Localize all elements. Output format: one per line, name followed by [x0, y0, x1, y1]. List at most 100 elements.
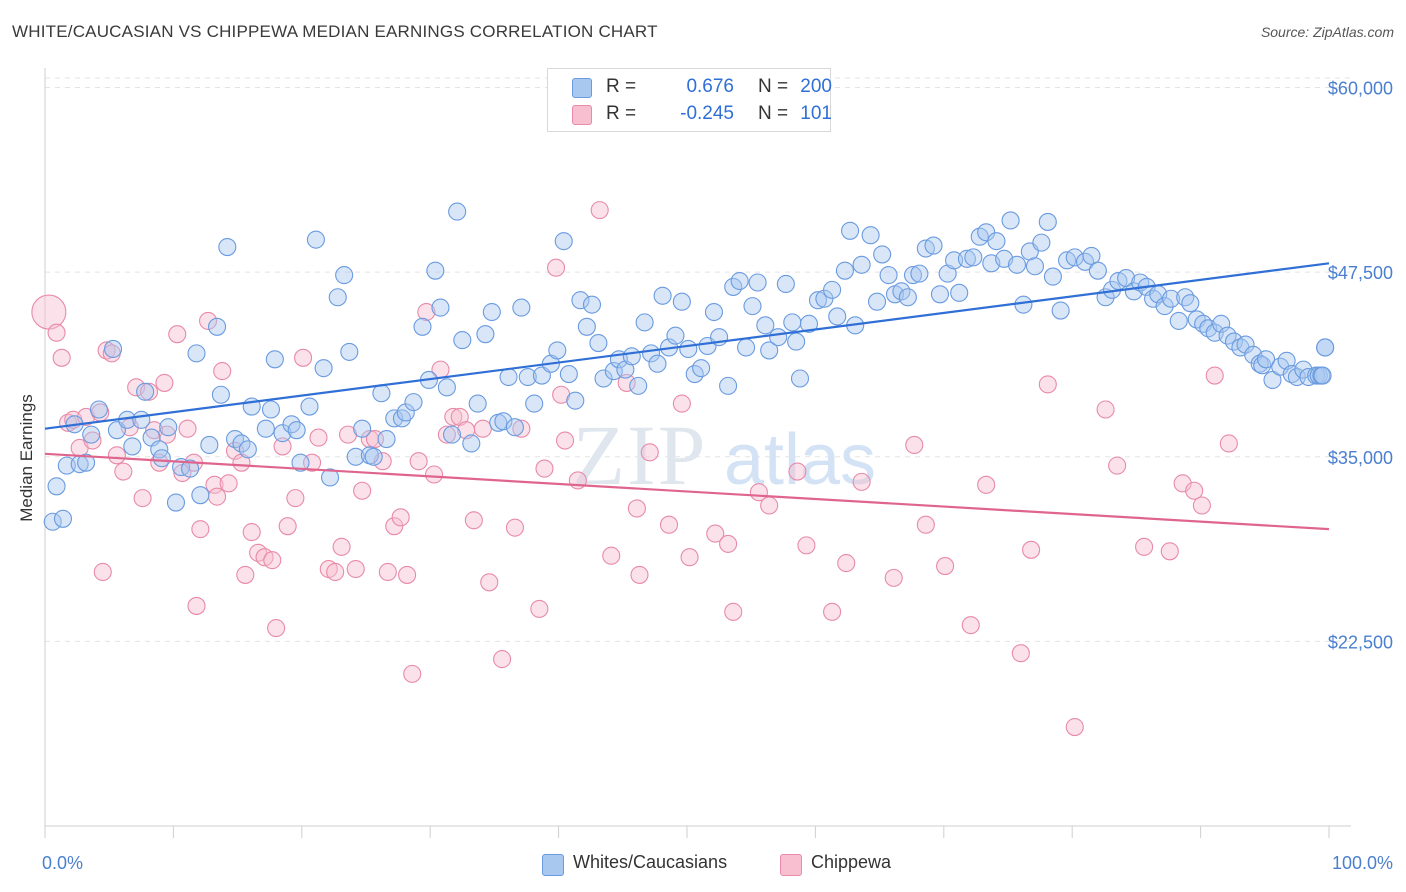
data-point	[287, 421, 306, 440]
data-point	[1176, 288, 1195, 307]
data-point	[828, 307, 847, 326]
data-point	[391, 508, 410, 527]
data-point	[861, 226, 880, 245]
data-point	[704, 302, 724, 322]
data-point	[666, 326, 685, 345]
data-point	[554, 232, 573, 251]
data-point	[263, 551, 282, 570]
data-point	[493, 650, 512, 669]
y-tick-label: $47,500	[1328, 263, 1393, 283]
data-point	[132, 410, 151, 429]
data-point	[107, 446, 126, 465]
data-point	[548, 341, 567, 360]
data-point	[1014, 295, 1033, 314]
data-point	[462, 434, 481, 453]
series-chippewa-points	[31, 201, 1238, 737]
data-point	[453, 331, 472, 350]
data-point	[378, 562, 397, 582]
data-point	[282, 415, 301, 434]
data-point	[719, 376, 738, 395]
data-point	[788, 462, 807, 481]
data-point	[191, 520, 210, 539]
data-point	[797, 536, 816, 555]
data-point	[823, 602, 842, 621]
data-point	[756, 316, 775, 335]
data-point	[719, 534, 738, 553]
data-point	[835, 261, 854, 280]
data-point	[157, 425, 177, 444]
bottom-legend-label-whites: Whites/Caucasians	[573, 852, 728, 872]
data-point	[265, 350, 284, 369]
data-point	[97, 341, 116, 360]
data-point	[950, 283, 969, 302]
data-point	[385, 409, 404, 428]
data-point	[680, 548, 699, 567]
data-point	[53, 509, 73, 528]
y-tick-label: $35,000	[1328, 448, 1393, 468]
x-tick-label-min: 0.0%	[42, 853, 83, 873]
data-point	[571, 291, 590, 310]
data-point	[589, 333, 608, 353]
legend-swatch-whites	[572, 78, 592, 98]
data-point	[273, 437, 292, 456]
series-whites-points	[43, 202, 1335, 531]
data-point	[104, 339, 123, 359]
data-point	[236, 565, 255, 584]
data-point	[353, 481, 372, 500]
data-point	[1263, 370, 1282, 390]
watermark-atlas: atlas	[724, 420, 876, 500]
data-point	[413, 317, 432, 336]
data-point	[409, 452, 428, 471]
data-point	[635, 313, 654, 332]
data-point	[760, 341, 779, 360]
data-point	[442, 425, 462, 444]
data-point	[987, 232, 1006, 251]
data-point	[77, 453, 96, 472]
data-point	[730, 271, 749, 291]
legend-r-label: R =	[606, 76, 637, 97]
y-axis-title: Median Earnings	[17, 394, 36, 522]
data-point	[748, 273, 767, 292]
data-point	[823, 280, 842, 299]
data-point	[1022, 540, 1041, 559]
data-point	[278, 517, 297, 536]
data-point	[879, 266, 898, 285]
data-point	[473, 419, 492, 438]
data-point	[152, 449, 171, 468]
data-point	[1043, 267, 1062, 286]
data-point	[546, 258, 566, 277]
data-point	[1011, 644, 1030, 663]
data-point	[640, 443, 659, 462]
data-point	[692, 359, 711, 378]
data-point	[518, 367, 537, 387]
data-point	[431, 298, 450, 317]
data-point	[924, 236, 943, 255]
data-point	[977, 475, 996, 494]
data-point	[31, 294, 67, 330]
data-point	[629, 376, 648, 395]
data-point	[737, 338, 756, 357]
correlation-legend: R = 0.676 N = 200 R = -0.245 N = 101	[547, 68, 832, 132]
data-point	[790, 369, 810, 388]
data-point	[43, 512, 62, 531]
data-point	[808, 291, 828, 310]
data-point	[1219, 434, 1238, 453]
data-point	[604, 362, 623, 381]
data-point	[320, 468, 340, 487]
data-point	[123, 437, 142, 456]
y-tick-label: $60,000	[1328, 79, 1393, 99]
data-point	[261, 400, 281, 419]
data-point	[464, 511, 483, 530]
data-point	[905, 435, 924, 455]
data-point	[326, 562, 345, 582]
data-point	[398, 565, 417, 584]
data-point	[627, 499, 646, 518]
data-point	[191, 486, 210, 505]
data-point	[238, 440, 257, 459]
data-point	[659, 515, 679, 534]
data-point	[525, 394, 544, 413]
data-point	[306, 230, 325, 249]
legend-n-label: N =	[758, 103, 789, 124]
legend-swatch-chippewa	[572, 105, 592, 125]
